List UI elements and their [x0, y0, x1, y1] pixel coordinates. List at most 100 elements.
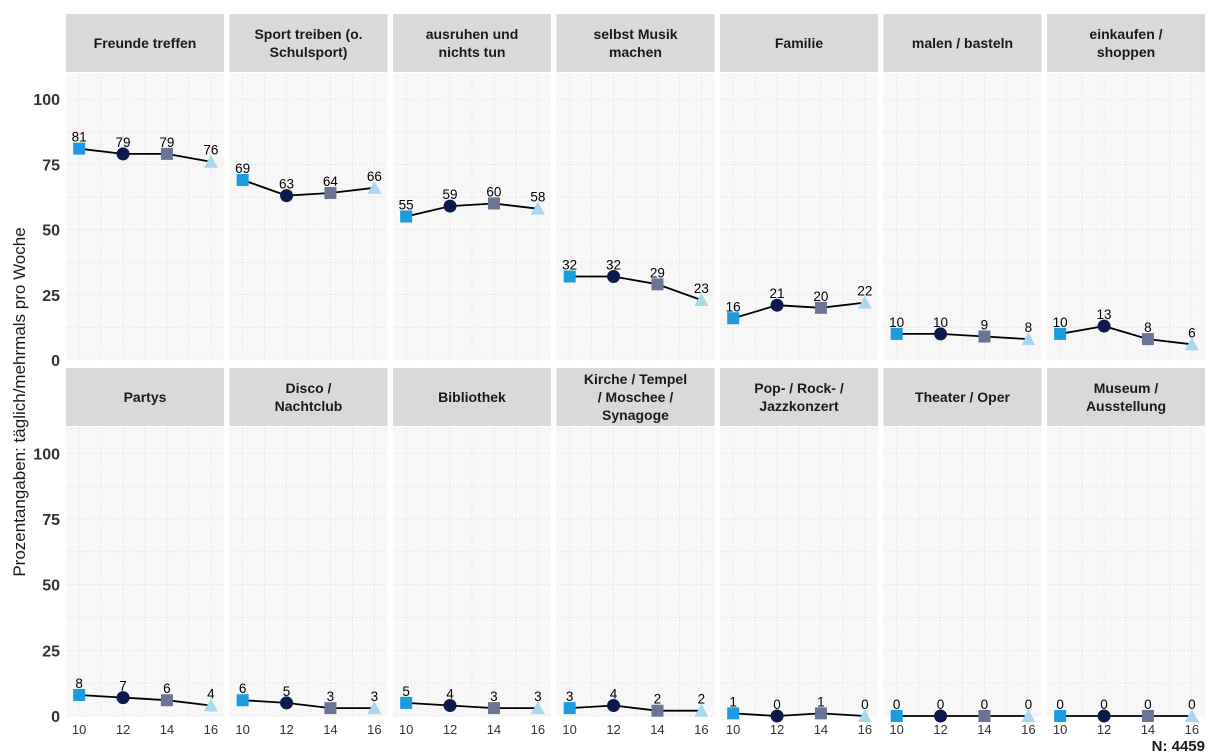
facet-panel: malen / basteln 10 10 9 8	[883, 14, 1042, 361]
x-tick-label: 12	[933, 722, 947, 737]
facet-panel: Kirche / Tempel / Moschee / Synagoge 3 4 2 2	[556, 368, 715, 717]
x-tick-label: 12	[443, 722, 457, 737]
data-label: 2	[654, 692, 662, 707]
data-point-marker	[73, 688, 86, 701]
series-line	[569, 704, 702, 712]
data-label: 3	[534, 689, 542, 704]
data-point-marker	[73, 142, 86, 155]
facet-title: Schulsport)	[270, 44, 348, 60]
data-point-marker	[814, 301, 827, 314]
data-label: 3	[490, 689, 498, 704]
data-label: 79	[116, 135, 131, 150]
x-tick-label: 10	[889, 722, 903, 737]
facet-panel: Theater / Oper 0 0 0 0	[883, 368, 1042, 723]
gridlines	[66, 73, 224, 361]
facet-title: Ausstellung	[1086, 398, 1166, 414]
data-point-marker	[770, 709, 784, 723]
facet-title: Bibliothek	[438, 389, 506, 405]
data-point-marker	[1141, 710, 1154, 722]
facet-panel: ausruhen und nichts tun 55 59 60 58	[393, 14, 551, 361]
data-point-marker	[443, 698, 457, 712]
data-label: 0	[1056, 697, 1064, 712]
data-label: 55	[399, 198, 414, 213]
gridlines	[66, 427, 224, 717]
data-point-marker	[857, 709, 872, 722]
facet-strip	[556, 14, 715, 72]
facet-title: Partys	[124, 389, 167, 405]
data-point-marker	[280, 696, 294, 710]
data-point-marker	[203, 698, 218, 712]
facet-title: Nachtclub	[275, 398, 343, 414]
data-label: 7	[119, 679, 127, 694]
data-point-marker	[1021, 332, 1036, 346]
data-point-marker	[1054, 710, 1067, 722]
facet-title: / Moschee /	[598, 389, 674, 405]
data-label: 4	[610, 686, 618, 701]
data-point-marker	[530, 201, 545, 215]
x-tick-label: 16	[204, 722, 218, 737]
data-point-marker	[236, 173, 249, 186]
data-label: 10	[933, 315, 948, 330]
x-tick-label: 10	[235, 722, 249, 737]
x-tick-label: 12	[1097, 722, 1111, 737]
facet-strip	[393, 368, 551, 426]
data-label: 66	[367, 169, 382, 184]
data-label: 0	[1025, 697, 1033, 712]
data-point-marker	[563, 270, 576, 283]
gridlines	[720, 73, 878, 361]
facet-strip	[1047, 14, 1205, 72]
y-tick-label: 0	[51, 709, 60, 726]
y-tick-label: 100	[33, 446, 60, 463]
data-label: 16	[726, 299, 741, 314]
gridlines	[393, 427, 551, 717]
facet-strip	[393, 14, 551, 72]
x-tick-label: 16	[694, 722, 708, 737]
data-point-marker	[487, 197, 500, 210]
facet-panel: Freunde treffen 81 79 79 76	[66, 14, 224, 361]
data-point-marker	[367, 701, 382, 715]
facet-strip	[66, 14, 224, 72]
data-point-marker	[607, 270, 621, 284]
data-point-marker	[400, 210, 413, 223]
facet-strip	[883, 14, 1042, 72]
data-point-marker	[203, 154, 218, 168]
data-label: 0	[893, 697, 901, 712]
gridlines	[556, 427, 715, 717]
gridlines	[393, 73, 551, 361]
gridlines	[1047, 427, 1205, 717]
x-tick-label: 12	[606, 722, 620, 737]
y-tick-label: 50	[42, 578, 60, 595]
series-line	[1060, 325, 1192, 346]
data-point-marker	[934, 327, 948, 341]
gridlines	[229, 427, 388, 717]
facet-strip	[720, 14, 878, 72]
x-tick-label: 10	[72, 722, 86, 737]
facet-title: Pop- / Rock- /	[754, 380, 844, 396]
series-line	[732, 301, 865, 320]
data-point-marker	[607, 698, 621, 712]
data-label: 13	[1097, 307, 1112, 322]
facet-panel: Partys 8 7 6 4	[66, 368, 224, 717]
y-tick-label: 75	[42, 157, 60, 174]
x-tick-label: 16	[858, 722, 872, 737]
facet-strip	[556, 368, 715, 426]
data-point-marker	[651, 704, 664, 717]
data-label: 0	[861, 697, 869, 712]
series-line	[733, 712, 865, 717]
facet-strip	[883, 368, 1042, 426]
series-line	[406, 702, 538, 709]
facet-title: Jazzkonzert	[759, 398, 839, 414]
data-label: 1	[729, 694, 737, 709]
y-axis: 0 25 50 75 100 0 25 50 75 100	[33, 92, 60, 726]
data-label: 81	[72, 130, 87, 145]
facet-strip	[66, 368, 224, 426]
data-label: 69	[235, 161, 250, 176]
data-point-marker	[1097, 319, 1111, 333]
y-tick-label: 75	[42, 512, 60, 529]
data-point-marker	[890, 710, 903, 722]
data-point-marker	[280, 189, 294, 203]
facet-title: nichts tun	[439, 44, 506, 60]
data-label: 0	[773, 697, 781, 712]
data-label: 23	[694, 281, 709, 296]
facet-strip	[1047, 368, 1205, 426]
